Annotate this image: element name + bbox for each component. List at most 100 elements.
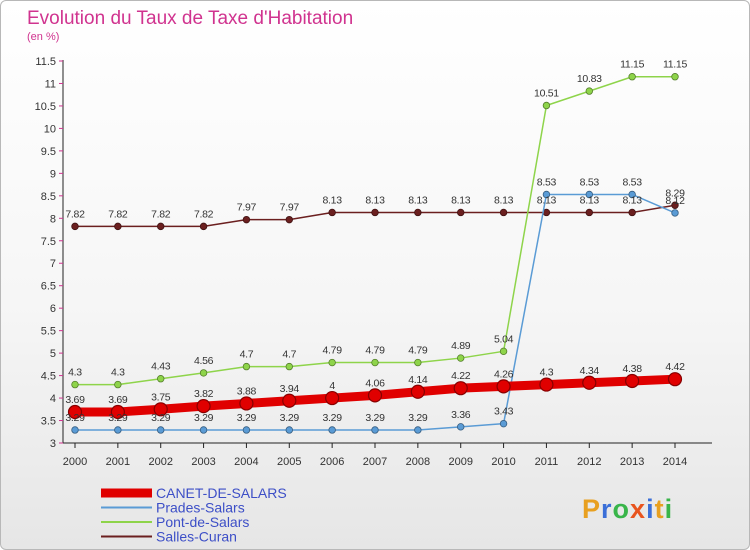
x-tick-label: 2012 — [577, 456, 601, 468]
data-point-canet-de-salars — [153, 402, 168, 417]
data-point-canet-de-salars — [196, 399, 211, 414]
y-tick-label: 3 — [50, 438, 56, 450]
data-point-canet-de-salars — [239, 396, 254, 411]
legend-label-pont-de-salars: Pont-de-Salars — [156, 514, 249, 530]
logo-letter: i — [646, 494, 655, 524]
series-line-pont-de-salars — [74, 75, 676, 386]
x-tick-label: 2007 — [363, 456, 387, 468]
x-tick-label: 2005 — [277, 456, 301, 468]
data-label-salles-curan: 8.13 — [451, 194, 471, 206]
y-tick-label: 9.5 — [41, 146, 56, 158]
data-label-prades-salars: 8.53 — [580, 176, 600, 188]
y-tick-label: 10.5 — [35, 101, 56, 113]
data-label-pont-de-salars: 4.89 — [451, 340, 471, 352]
data-label-salles-curan: 8.13 — [494, 194, 514, 206]
data-point-prades-salars — [71, 426, 79, 434]
x-tick-label: 2003 — [191, 456, 215, 468]
data-label-pont-de-salars: 4.43 — [151, 361, 171, 373]
data-label-salles-curan: 7.82 — [65, 208, 85, 220]
data-point-canet-de-salars — [410, 384, 425, 399]
logo-letter: o — [613, 494, 631, 524]
data-point-salles-curan — [457, 208, 465, 217]
data-point-prades-salars — [242, 426, 251, 434]
data-label-prades-salars: 3.29 — [408, 412, 428, 424]
data-point-pont-de-salars — [499, 347, 508, 356]
data-point-prades-salars — [457, 423, 465, 431]
y-tick-label: 4.5 — [41, 371, 56, 383]
data-point-pont-de-salars — [328, 358, 336, 367]
data-point-prades-salars — [114, 426, 122, 434]
y-tick-label: 9 — [50, 168, 56, 180]
data-label-salles-curan: 8.13 — [580, 194, 600, 206]
y-tick-label: 5.5 — [41, 326, 56, 338]
chart-subtitle: (en %) — [27, 31, 59, 43]
y-tick-label: 6.5 — [41, 281, 56, 293]
data-label-pont-de-salars: 4.3 — [111, 367, 125, 379]
data-point-pont-de-salars — [628, 73, 636, 81]
data-label-prades-salars: 3.29 — [65, 412, 85, 424]
data-label-prades-salars: 8.53 — [623, 176, 643, 188]
data-point-canet-de-salars — [539, 377, 554, 392]
data-label-prades-salars: 3.29 — [108, 412, 128, 424]
data-point-pont-de-salars — [242, 362, 251, 371]
data-labels: 7.82 7.82 7.82 7.82 7.97 7.97 8.13 8.13 8.13 8.13… — [65, 59, 687, 424]
y-tick-label: 8.5 — [41, 191, 56, 203]
data-point-prades-salars — [671, 209, 679, 217]
data-label-canet-de-salars: 4.06 — [365, 377, 385, 389]
data-label-canet-de-salars: 3.69 — [108, 394, 128, 406]
data-label-canet-de-salars: 4.14 — [408, 374, 428, 386]
data-point-salles-curan — [199, 222, 208, 231]
data-point-pont-de-salars — [199, 369, 208, 377]
data-point-prades-salars — [371, 426, 379, 434]
x-tick-label: 2009 — [448, 456, 472, 468]
data-point-canet-de-salars — [582, 375, 597, 390]
data-point-canet-de-salars — [496, 379, 511, 394]
data-label-pont-de-salars: 5.04 — [494, 333, 514, 345]
data-point-canet-de-salars — [282, 393, 297, 408]
data-label-salles-curan: 7.82 — [108, 208, 128, 220]
x-tick-label: 2002 — [148, 456, 172, 468]
data-label-prades-salars: 3.43 — [494, 406, 514, 418]
data-label-canet-de-salars: 4 — [329, 380, 335, 392]
data-label-salles-curan: 7.97 — [237, 202, 257, 214]
data-label-canet-de-salars: 4.34 — [580, 365, 600, 377]
data-label-pont-de-salars: 4.79 — [365, 345, 385, 357]
data-label-prades-salars: 3.29 — [237, 412, 257, 424]
data-label-pont-de-salars: 4.56 — [194, 355, 214, 367]
legend-label-salles-curan: Salles-Curan — [156, 529, 237, 545]
data-point-pont-de-salars — [414, 358, 422, 367]
proxiti-logo: Proxiti — [582, 494, 673, 524]
data-point-canet-de-salars — [67, 404, 83, 420]
data-point-prades-salars — [328, 426, 336, 434]
data-label-prades-salars: 8.12 — [665, 195, 685, 207]
data-label-salles-curan: 8.13 — [323, 194, 343, 206]
data-label-canet-de-salars: 3.82 — [194, 388, 214, 400]
data-label-pont-de-salars: 4.79 — [323, 345, 343, 357]
data-point-prades-salars — [414, 426, 422, 434]
data-point-salles-curan — [71, 222, 79, 231]
y-tick-label: 3.5 — [41, 416, 56, 428]
y-tick-label: 5 — [50, 348, 56, 360]
data-label-pont-de-salars: 4.3 — [68, 367, 82, 379]
data-label-salles-curan: 8.13 — [623, 194, 643, 206]
data-point-prades-salars — [499, 419, 508, 428]
data-label-canet-de-salars: 3.75 — [151, 391, 171, 403]
data-point-pont-de-salars — [671, 73, 679, 81]
data-point-salles-curan — [114, 222, 122, 231]
legend-label-prades-salars: Prades-Salars — [156, 500, 245, 516]
data-point-canet-de-salars — [367, 388, 383, 403]
y-tick-label: 7.5 — [41, 236, 56, 248]
data-label-prades-salars: 3.29 — [280, 412, 300, 424]
y-tick-label: 4 — [50, 393, 56, 405]
data-label-canet-de-salars: 3.88 — [237, 385, 257, 397]
x-tick-label: 2008 — [406, 456, 430, 468]
data-point-pont-de-salars — [285, 362, 293, 371]
data-point-salles-curan — [671, 201, 679, 209]
data-label-salles-curan: 8.13 — [408, 194, 428, 206]
data-label-canet-de-salars: 4.26 — [494, 368, 514, 380]
data-point-canet-de-salars — [453, 381, 468, 396]
data-label-salles-curan: 7.82 — [194, 208, 214, 220]
data-label-prades-salars: 3.29 — [323, 412, 343, 424]
data-point-canet-de-salars — [325, 390, 340, 406]
